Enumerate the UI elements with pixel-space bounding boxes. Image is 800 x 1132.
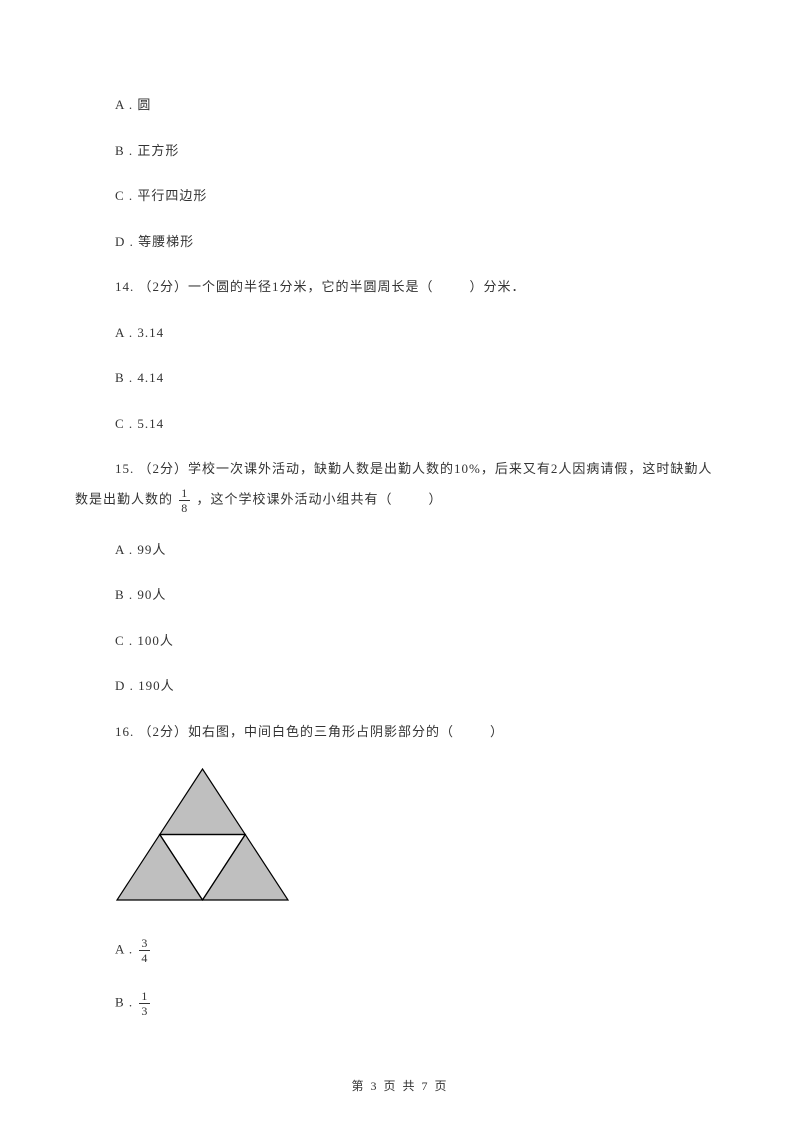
q16-stem-suffix: ）: [490, 724, 504, 739]
triangle-svg: [115, 767, 290, 902]
q15-line2-prefix: 数是出勤人数的: [75, 491, 177, 506]
q13-option-b: B . 正方形: [75, 141, 725, 161]
q16-stem: 16. （2分）如右图，中间白色的三角形占阴影部分的（ ）: [75, 722, 725, 742]
q16-option-b: B . 13: [75, 990, 725, 1017]
page-footer: 第 3 页 共 7 页: [0, 1077, 800, 1094]
q15-stem-line1: 15. （2分）学校一次课外活动，缺勤人数是出勤人数的10%，后来又有2人因病请…: [75, 459, 725, 479]
fraction-num: 3: [139, 937, 150, 951]
q14-option-a: A . 3.14: [75, 323, 725, 343]
fraction-den: 8: [179, 501, 190, 514]
fraction-num: 1: [179, 487, 190, 501]
q14-stem: 14. （2分）一个圆的半径1分米，它的半圆周长是（ ）分米．: [75, 277, 725, 297]
fraction-den: 4: [139, 951, 150, 964]
q14-option-c: C . 5.14: [75, 414, 725, 434]
q15-line2-mid: ，这个学校课外活动小组共有（: [192, 491, 392, 506]
footer-mid: 页 共: [378, 1079, 421, 1093]
fraction-num: 1: [139, 990, 150, 1004]
fraction-den: 3: [139, 1004, 150, 1017]
q15-option-a: A . 99人: [75, 540, 725, 560]
fraction-3-4: 34: [139, 937, 150, 964]
option-label: B .: [115, 994, 137, 1009]
footer-total: 7: [422, 1079, 430, 1093]
q16-option-a: A . 34: [75, 937, 725, 964]
q16-stem-prefix: 16. （2分）如右图，中间白色的三角形占阴影部分的（: [115, 724, 454, 739]
q14-option-b: B . 4.14: [75, 368, 725, 388]
q14-stem-prefix: 14. （2分）一个圆的半径1分米，它的半圆周长是（: [115, 279, 434, 294]
q15-stem-line2: 数是出勤人数的 18 ，这个学校课外活动小组共有（ ）: [75, 487, 725, 514]
footer-suffix: 页: [430, 1079, 449, 1093]
fraction-1-3: 13: [139, 990, 150, 1017]
q15-option-d: D . 190人: [75, 676, 725, 696]
q15-line2-end: ）: [429, 491, 443, 506]
q13-option-d: D . 等腰梯形: [75, 232, 725, 252]
footer-prefix: 第: [351, 1079, 370, 1093]
q15-option-b: B . 90人: [75, 585, 725, 605]
page-content: A . 圆 B . 正方形 C . 平行四边形 D . 等腰梯形 14. （2分…: [0, 0, 800, 1017]
option-label: A .: [115, 941, 137, 956]
q13-option-a: A . 圆: [75, 95, 725, 115]
q13-option-c: C . 平行四边形: [75, 186, 725, 206]
fraction-1-8: 18: [179, 487, 190, 514]
q15-option-c: C . 100人: [75, 631, 725, 651]
q14-stem-suffix: ）分米．: [470, 279, 526, 294]
triangle-figure: [115, 767, 725, 907]
